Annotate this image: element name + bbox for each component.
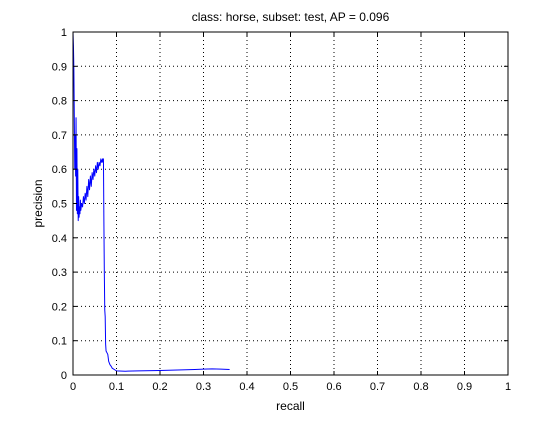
x-axis-label: recall [276, 399, 305, 413]
chart-title: class: horse, subset: test, AP = 0.096 [192, 10, 390, 24]
y-tick-label: 0 [61, 370, 67, 382]
ticks: 0 0.1 0.2 0.3 0.4 0.5 0.6 0.7 0.8 0.9 1 0 0.1 0.2 0.3 0… [52, 27, 511, 393]
y-tick-label: 1 [61, 27, 67, 39]
y-tick-label: 0.3 [52, 267, 67, 279]
y-axis-label: precision [31, 179, 45, 227]
x-tick-label: 0.1 [109, 381, 124, 393]
x-tick-label: 0.4 [239, 381, 254, 393]
x-tick-label: 1 [505, 381, 511, 393]
x-tick-label: 0 [70, 381, 76, 393]
x-tick-label: 0.8 [413, 381, 428, 393]
x-tick-label: 0.7 [370, 381, 385, 393]
y-tick-label: 0.8 [52, 96, 67, 108]
grid-lines [73, 32, 508, 375]
series-layer [72, 31, 230, 372]
x-tick-label: 0.6 [326, 381, 341, 393]
y-tick-label: 0.7 [52, 130, 67, 142]
x-tick-label: 0.5 [283, 381, 298, 393]
y-tick-label: 0.5 [52, 199, 67, 211]
y-tick-label: 0.4 [52, 233, 67, 245]
y-tick-label: 0.1 [52, 336, 67, 348]
x-tick-label: 0.3 [196, 381, 211, 393]
y-tick-label: 0.9 [52, 61, 67, 73]
x-tick-label: 0.9 [457, 381, 472, 393]
pr-curve-line [72, 31, 230, 372]
plot-area [73, 32, 508, 375]
y-tick-label: 0.2 [52, 301, 67, 313]
y-tick-label: 0.6 [52, 164, 67, 176]
x-tick-label: 0.2 [152, 381, 167, 393]
